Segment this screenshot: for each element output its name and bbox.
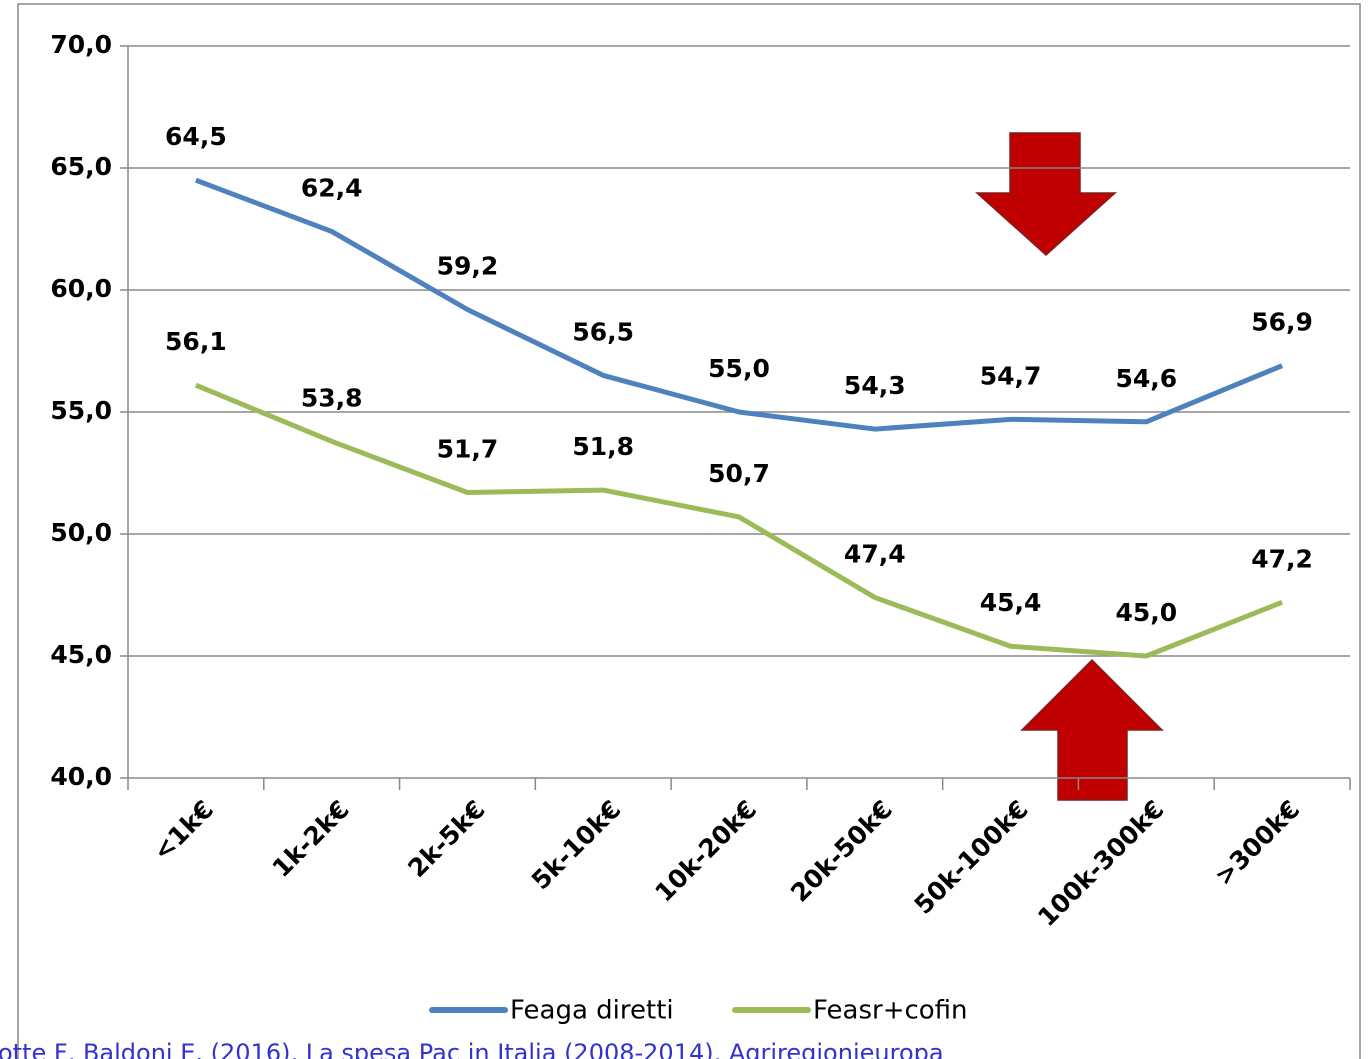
y-tick-label: 50,0 [50,518,112,547]
x-tick-label: 20k-50k€ [785,795,898,908]
y-tick-label: 40,0 [50,762,112,791]
x-tick-label: >300k€ [1209,795,1305,891]
x-tick-label: <1k€ [147,795,219,867]
x-tick-label: 50k-100k€ [909,795,1034,920]
data-label: 47,2 [1251,544,1313,573]
y-tick-label: 70,0 [50,30,112,59]
data-label: 55,0 [708,354,770,383]
x-tick-label: 2k-5k€ [402,795,490,883]
legend-label: Feaga diretti [510,996,674,1026]
series-line [195,177,1284,432]
data-label: 54,7 [980,361,1042,390]
data-label: 51,7 [437,435,499,464]
x-tick-label: 1k-2k€ [267,795,355,883]
data-label: 54,6 [1115,364,1177,393]
y-tick-label: 55,0 [50,396,112,425]
data-label: 53,8 [301,383,363,412]
chart-frame [17,3,1361,1059]
data-label: 51,8 [572,432,634,461]
x-tick-label: 100k-300k€ [1032,795,1169,932]
data-label: 56,1 [165,327,227,356]
data-label: 50,7 [708,459,770,488]
data-label: 56,5 [572,317,634,346]
data-label: 45,0 [1115,598,1177,627]
x-tick-label: 5k-10k€ [526,795,627,896]
source-text: otte F, Baldoni E. (2016), La spesa Pac … [0,1039,944,1059]
down-arrow [975,132,1117,257]
data-label: 56,9 [1251,308,1313,337]
data-label: 64,5 [165,122,227,151]
legend-label: Feasr+cofin [813,996,968,1026]
x-tick-label: 10k-20k€ [649,795,762,908]
data-label: 62,4 [301,173,363,202]
y-tick-label: 45,0 [50,640,112,669]
data-label: 47,4 [844,539,906,568]
data-label: 45,4 [980,588,1042,617]
series-line [194,382,1284,659]
up-arrow [1020,658,1164,801]
y-tick-label: 60,0 [50,274,112,303]
data-label: 54,3 [844,371,906,400]
y-tick-label: 65,0 [50,152,112,181]
data-label: 59,2 [437,252,499,281]
